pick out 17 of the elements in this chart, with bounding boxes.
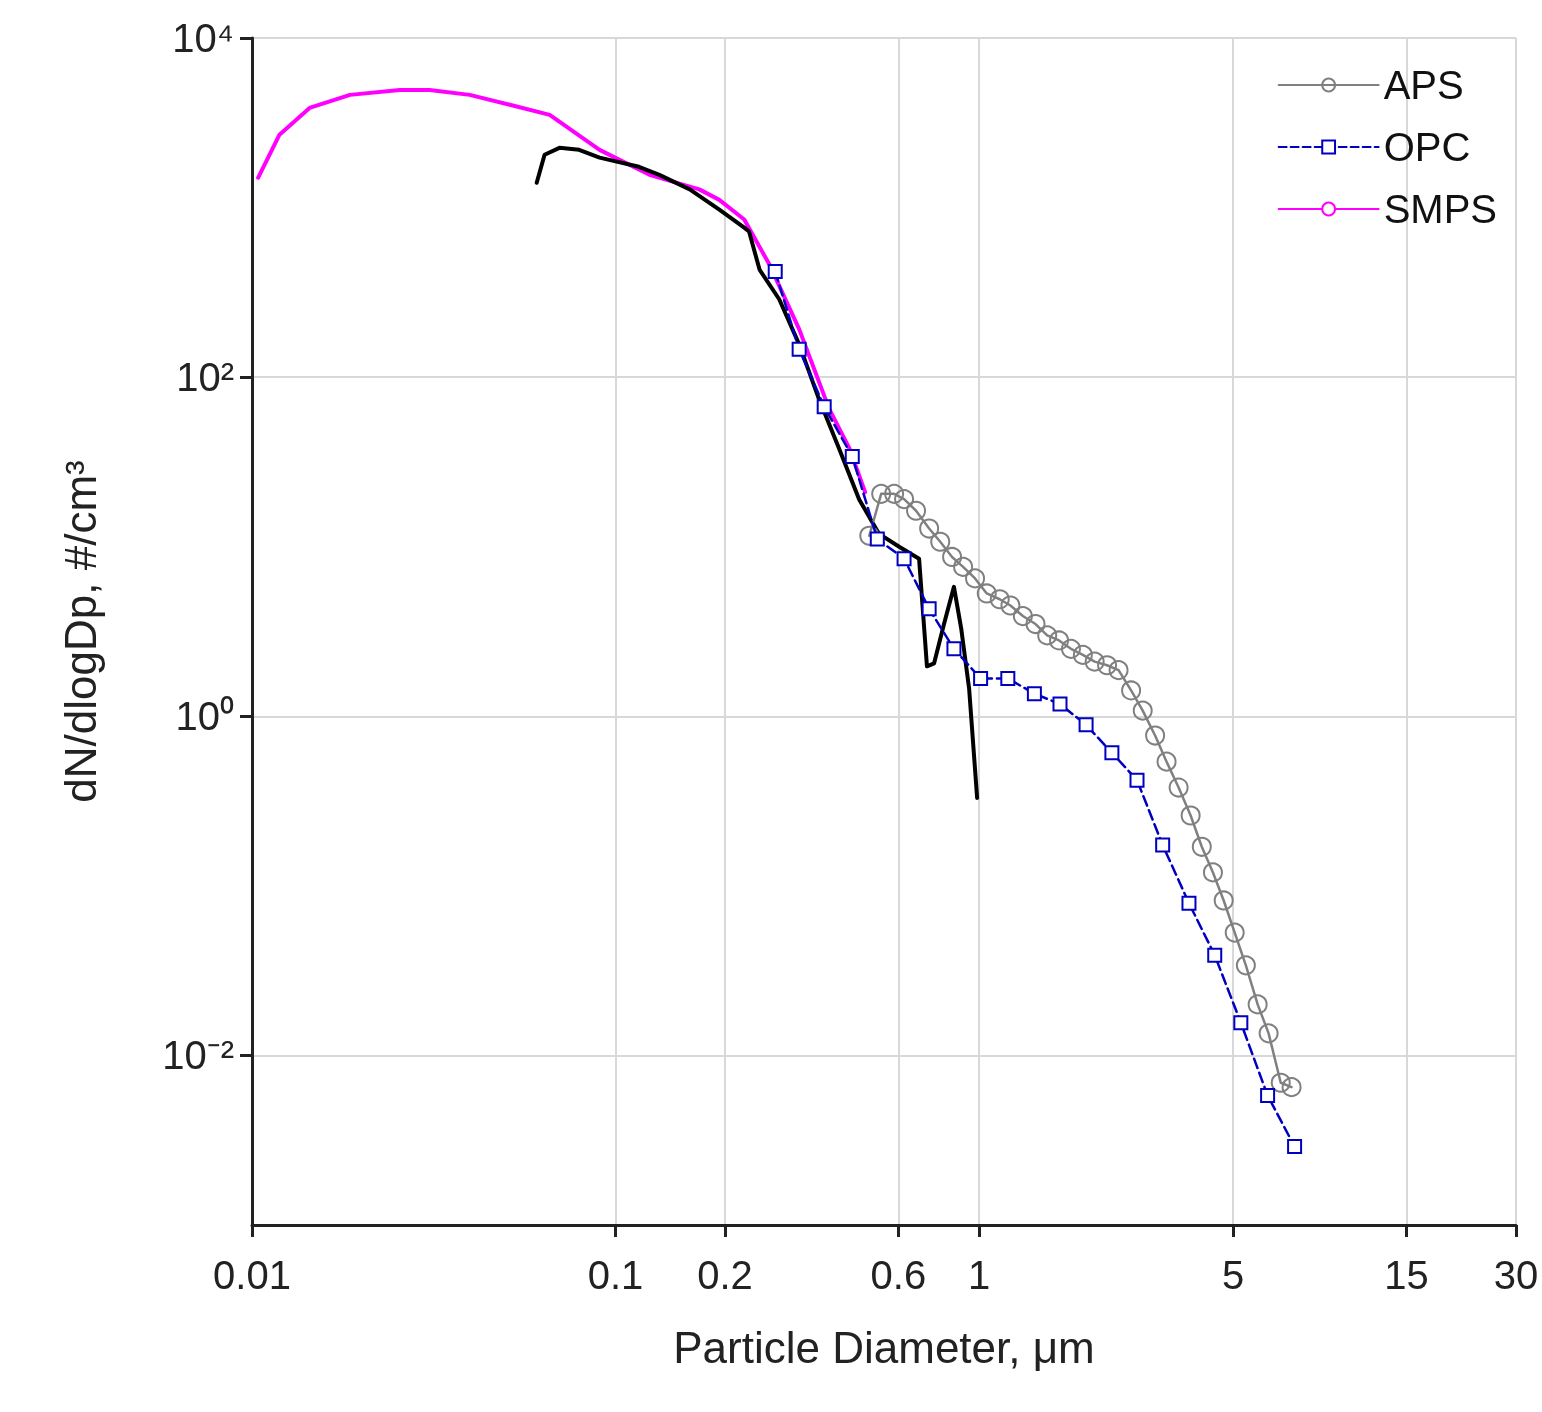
x-axis-title: Particle Diameter, μm bbox=[673, 1322, 1095, 1372]
x-tick-label: 15 bbox=[1384, 1253, 1429, 1297]
x-tick-label: 0.2 bbox=[697, 1253, 753, 1297]
y-tick-label: 10⁴ bbox=[172, 16, 234, 60]
x-tick-label: 30 bbox=[1493, 1253, 1539, 1297]
y-tick-label: 10⁰ bbox=[175, 694, 234, 739]
x-tick-label: 0.1 bbox=[587, 1253, 644, 1297]
legend-label: APS bbox=[1383, 63, 1464, 107]
y-axis-title: dN/dlogDp, #/cm³ bbox=[55, 460, 105, 803]
x-tick-label: 1 bbox=[967, 1253, 991, 1297]
y-tick-label: 10² bbox=[176, 355, 234, 400]
legend-label: OPC bbox=[1383, 125, 1471, 169]
x-tick-label: 5 bbox=[1222, 1253, 1245, 1297]
y-tick-label: 10⁻² bbox=[162, 1033, 234, 1078]
legend-label: SMPS bbox=[1383, 187, 1497, 231]
x-tick-label: 0.6 bbox=[870, 1253, 927, 1297]
x-tick-label: 0.01 bbox=[213, 1253, 291, 1297]
